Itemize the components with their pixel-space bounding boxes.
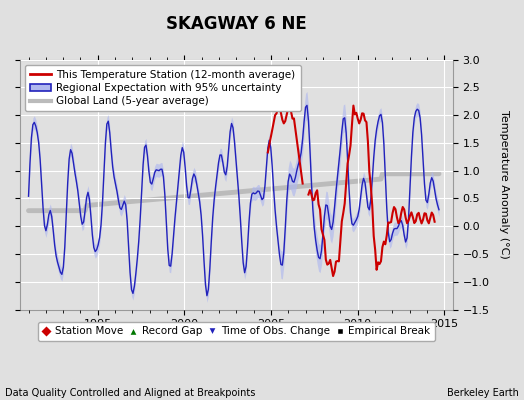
Title: SKAGWAY 6 NE: SKAGWAY 6 NE	[166, 15, 307, 33]
Legend: Station Move, Record Gap, Time of Obs. Change, Empirical Break: Station Move, Record Gap, Time of Obs. C…	[38, 322, 435, 340]
Text: Berkeley Earth: Berkeley Earth	[447, 388, 519, 398]
Y-axis label: Temperature Anomaly (°C): Temperature Anomaly (°C)	[499, 110, 509, 259]
Text: Data Quality Controlled and Aligned at Breakpoints: Data Quality Controlled and Aligned at B…	[5, 388, 256, 398]
